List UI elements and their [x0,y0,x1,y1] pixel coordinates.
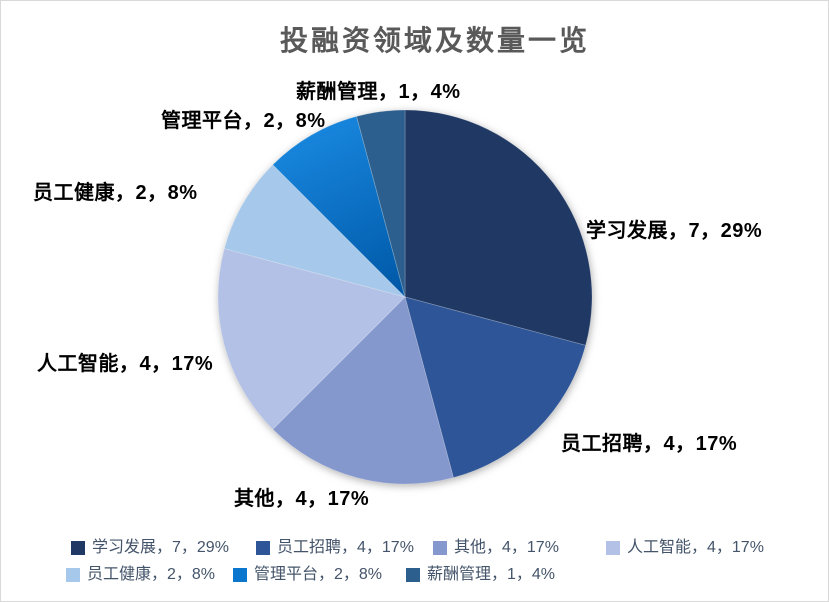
legend-swatch-icon [256,540,270,555]
pie-slice-1[interactable] [404,296,587,479]
legend-item-label: 员工招聘，4，17% [277,539,414,556]
legend-item-label: 员工健康，2，8% [87,566,216,583]
pie-slice-6[interactable] [356,109,406,298]
legend-item-label: 其他，4，17% [454,539,559,556]
legend-item-label: 管理平台，2，8% [254,566,383,583]
data-label-4: 员工健康，2，8% [33,182,198,204]
legend-item-2[interactable]: 其他，4，17% [433,538,559,557]
legend-swatch-icon [71,540,85,555]
pie-slice-0[interactable] [404,109,593,346]
pie-slice-4[interactable] [223,164,407,298]
legend-item-0[interactable]: 学习发展，7，29% [71,538,229,557]
legend-item-6[interactable]: 薪酬管理，1，4% [406,565,555,584]
legend-item-1[interactable]: 员工招聘，4，17% [256,538,414,557]
data-label-1: 员工招聘，4，17% [561,433,738,455]
legend-swatch-icon [606,540,620,555]
legend-swatch-icon [66,567,80,582]
legend-swatch-icon [433,540,447,555]
pie-slice-3[interactable] [217,248,406,430]
legend-swatch-icon [233,567,247,582]
data-label-5: 管理平台，2，8% [161,110,326,132]
pie-slice-5[interactable] [272,115,406,299]
chart-title: 投融资领域及数量一览 [279,26,591,57]
pie-slice-2[interactable] [272,296,454,485]
legend-swatch-icon [406,567,420,582]
legend-item-label: 学习发展，7，29% [92,539,229,556]
legend-item-4[interactable]: 员工健康，2，8% [66,565,215,584]
legend-item-5[interactable]: 管理平台，2，8% [233,565,382,584]
data-label-3: 人工智能，4，17% [37,353,214,375]
legend-item-3[interactable]: 人工智能，4，17% [606,538,764,557]
legend-item-label: 薪酬管理，1，4% [427,566,556,583]
data-label-0: 学习发展，7，29% [586,220,763,242]
legend-item-label: 人工智能，4，17% [627,539,764,556]
data-label-2: 其他，4，17% [234,488,370,510]
data-label-6: 薪酬管理，1，4% [296,81,461,103]
